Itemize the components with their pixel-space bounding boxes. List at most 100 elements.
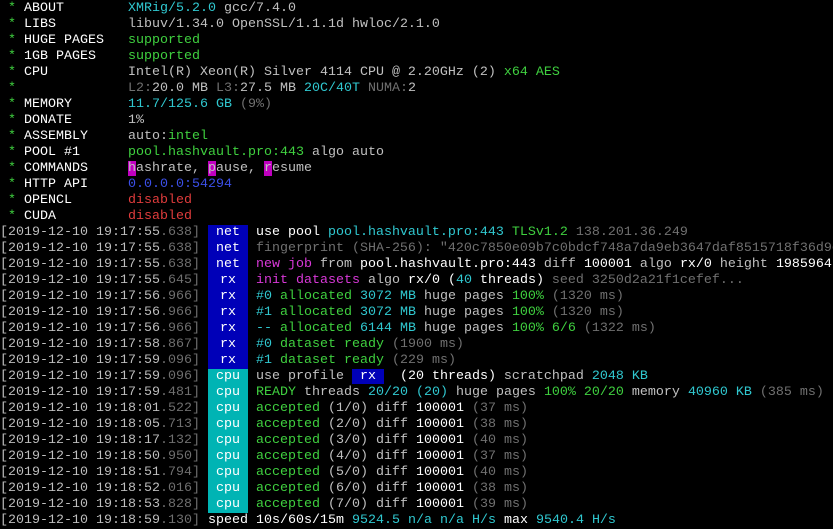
log-line: [2019-12-10 19:17:55.638] net use pool p… bbox=[0, 225, 833, 241]
text-segment: intel bbox=[168, 129, 208, 144]
text-segment: memory bbox=[623, 385, 688, 400]
info-line: * OPENCL disabled bbox=[0, 193, 833, 209]
text-segment: disabled bbox=[128, 209, 192, 224]
timestamp-close-bracket: ] bbox=[191, 337, 200, 352]
text-segment: 27.5 MB bbox=[240, 81, 296, 96]
info-line: * L2:20.0 MB L3:27.5 MB 20C/40T NUMA:2 bbox=[0, 81, 833, 97]
info-value: 11.7/125.6 GB (9%) bbox=[128, 97, 272, 112]
bullet-star-icon: * bbox=[0, 161, 24, 176]
timestamp-open-bracket: [ bbox=[0, 369, 8, 384]
bullet-star-icon: * bbox=[0, 145, 24, 160]
timestamp-open-bracket: [ bbox=[0, 337, 8, 352]
info-label: ASSEMBLY bbox=[24, 129, 88, 144]
text-segment: algo bbox=[359, 273, 408, 288]
info-value: L2:20.0 MB L3:27.5 MB 20C/40T NUMA:2 bbox=[128, 81, 416, 96]
text-segment: #1 bbox=[255, 353, 272, 368]
bullet-star-icon: * bbox=[0, 209, 24, 224]
timestamp-open-bracket: [ bbox=[0, 449, 8, 464]
timestamp-close-bracket: ] bbox=[191, 497, 200, 512]
log-message: #0 dataset ready (1900 ms) bbox=[256, 337, 464, 352]
log-timestamp: [2019-12-10 19:17:55.638] bbox=[0, 241, 200, 256]
text-segment: (38 ms) bbox=[463, 481, 528, 496]
text-segment: 6/6 bbox=[543, 321, 576, 336]
log-message: new job from pool.hashvault.pro:443 diff… bbox=[256, 257, 832, 272]
log-tag-cpu: cpu bbox=[207, 465, 248, 481]
text-segment: accepted bbox=[255, 449, 320, 464]
log-timestamp: [2019-12-10 19:17:59.096] bbox=[0, 369, 200, 384]
log-line: [2019-12-10 19:17:55.638] net new job fr… bbox=[0, 257, 833, 273]
log-timestamp: [2019-12-10 19:18:05.713] bbox=[0, 417, 200, 432]
text-segment: NUMA: bbox=[360, 81, 408, 96]
text-segment: (1322 ms) bbox=[575, 321, 656, 336]
log-timestamp: [2019-12-10 19:18:17.132] bbox=[0, 433, 200, 448]
timestamp-close-bracket: ] bbox=[191, 433, 200, 448]
log-line: [2019-12-10 19:18:59.130] speed 10s/60s/… bbox=[0, 513, 833, 529]
text-segment: disabled bbox=[128, 193, 192, 208]
info-value: supported bbox=[128, 33, 200, 48]
log-line: [2019-12-10 19:17:59.096] rx #1 dataset … bbox=[0, 353, 833, 369]
text-segment: 100001 bbox=[415, 497, 464, 512]
log-line: [2019-12-10 19:17:55.645] rx init datase… bbox=[0, 273, 833, 289]
text-segment: (229 ms) bbox=[383, 353, 456, 368]
info-value: 0.0.0.0:54294 bbox=[128, 177, 232, 192]
info-label: COMMANDS bbox=[24, 161, 88, 176]
text-segment: 138.201.36.249 bbox=[567, 225, 688, 240]
bullet-star-icon: * bbox=[0, 113, 24, 128]
text-segment: scratchpad bbox=[495, 369, 592, 384]
bullet-star-icon: * bbox=[0, 177, 24, 192]
text-segment: 20.0 MB bbox=[152, 81, 208, 96]
log-timestamp: [2019-12-10 19:18:51.794] bbox=[0, 465, 200, 480]
text-segment: L2: bbox=[128, 81, 152, 96]
timestamp-open-bracket: [ bbox=[0, 241, 8, 256]
info-label: DONATE bbox=[24, 113, 72, 128]
text-segment: from bbox=[311, 257, 360, 272]
info-value: Intel(R) Xeon(R) Silver 4114 CPU @ 2.20G… bbox=[128, 65, 560, 80]
info-line: * CPU Intel(R) Xeon(R) Silver 4114 CPU @ … bbox=[0, 65, 833, 81]
text-segment: 1% bbox=[128, 113, 144, 128]
text-segment: -- bbox=[255, 321, 272, 336]
text-segment: pool.hashvault.pro:443 bbox=[327, 225, 504, 240]
log-tag-cpu: cpu bbox=[207, 481, 248, 497]
text-segment: #0 bbox=[255, 337, 272, 352]
timestamp-text: 2019-12-10 19:17:55.638 bbox=[8, 257, 192, 272]
text-segment: init datasets bbox=[255, 273, 360, 288]
info-line: * CUDA disabled bbox=[0, 209, 833, 225]
text-segment: (1320 ms) bbox=[543, 305, 624, 320]
bullet-star-icon: * bbox=[0, 97, 24, 112]
text-segment: diff bbox=[367, 481, 416, 496]
text-segment: 40960 KB bbox=[687, 385, 752, 400]
info-value: hashrate, pause, resume bbox=[128, 161, 312, 176]
info-line: * DONATE 1% bbox=[0, 113, 833, 129]
log-tag-cpu: cpu bbox=[207, 449, 248, 465]
text-segment: 20C/40T bbox=[296, 81, 360, 96]
text-segment: 100001 bbox=[415, 481, 464, 496]
info-label: CUDA bbox=[24, 209, 56, 224]
text-segment: (5/0) bbox=[319, 465, 368, 480]
text-segment: p bbox=[207, 161, 216, 176]
text-segment: rx/0 bbox=[407, 273, 440, 288]
timestamp-close-bracket: ] bbox=[191, 481, 200, 496]
text-segment: gcc/7.4.0 bbox=[215, 1, 296, 16]
info-line: * LIBS libuv/1.34.0 OpenSSL/1.1.1d hwloc/… bbox=[0, 17, 833, 33]
text-segment: 3072 MB bbox=[359, 289, 416, 304]
text-segment: huge pages bbox=[415, 289, 512, 304]
log-line: [2019-12-10 19:18:05.713] cpu accepted (… bbox=[0, 417, 833, 433]
text-segment: accepted bbox=[255, 417, 320, 432]
text-segment: use profile bbox=[255, 369, 352, 384]
log-timestamp: [2019-12-10 19:17:56.966] bbox=[0, 289, 200, 304]
text-segment: L3: bbox=[208, 81, 240, 96]
info-line: * HUGE PAGES supported bbox=[0, 33, 833, 49]
log-line: [2019-12-10 19:18:52.016] cpu accepted (… bbox=[0, 481, 833, 497]
text-segment: (40 ms) bbox=[463, 465, 528, 480]
timestamp-open-bracket: [ bbox=[0, 465, 8, 480]
text-segment: allocated bbox=[271, 305, 360, 320]
text-segment: (38 ms) bbox=[463, 417, 528, 432]
text-segment: ause, bbox=[215, 161, 264, 176]
log-message: accepted (1/0) diff 100001 (37 ms) bbox=[256, 401, 528, 416]
info-value: supported bbox=[128, 49, 200, 64]
info-value: libuv/1.34.0 OpenSSL/1.1.1d hwloc/2.1.0 bbox=[128, 17, 440, 32]
log-timestamp: [2019-12-10 19:17:56.966] bbox=[0, 321, 200, 336]
info-value: disabled bbox=[128, 193, 192, 208]
timestamp-text: 2019-12-10 19:18:17.132 bbox=[8, 433, 192, 448]
